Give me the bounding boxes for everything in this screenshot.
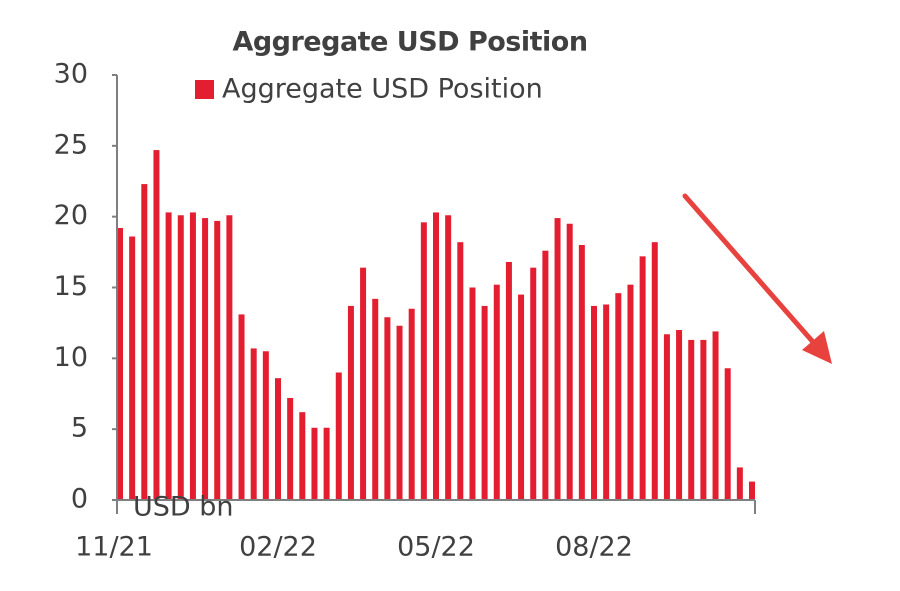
bar <box>311 427 318 500</box>
bar <box>226 215 233 500</box>
trend-arrowhead <box>802 331 832 364</box>
y-tick-label: 30 <box>54 59 88 90</box>
bar <box>396 325 403 500</box>
bar <box>603 304 610 500</box>
y-tick-label: 5 <box>71 413 88 444</box>
bar <box>736 467 743 500</box>
bar <box>578 245 585 500</box>
bar <box>420 222 427 501</box>
bar <box>250 348 257 500</box>
bar <box>384 317 391 500</box>
bar <box>724 368 731 500</box>
bar <box>433 212 439 500</box>
bar <box>275 378 281 500</box>
bar <box>542 250 549 500</box>
bar <box>214 220 221 500</box>
bar <box>360 267 367 500</box>
bar <box>117 228 123 500</box>
bar <box>481 305 488 500</box>
y-tick-label: 20 <box>54 200 88 231</box>
bar <box>469 287 476 500</box>
y-tick-label: 10 <box>54 342 88 373</box>
bar <box>408 308 415 500</box>
bar <box>238 314 245 500</box>
bar <box>554 218 561 501</box>
bar <box>372 298 379 500</box>
bar <box>202 218 209 501</box>
bar <box>700 339 707 500</box>
y-tick-label: 15 <box>54 271 88 302</box>
bar <box>262 351 269 500</box>
bar <box>688 339 695 500</box>
bar <box>639 256 646 500</box>
bar <box>177 215 184 500</box>
x-tick-label: 02/22 <box>239 532 317 563</box>
trend-arrow <box>682 193 823 353</box>
bar <box>493 284 500 500</box>
y-tick-label: 25 <box>54 129 88 160</box>
bar <box>335 372 342 500</box>
bar <box>153 150 160 501</box>
y-tick-label: 0 <box>71 484 88 515</box>
bar <box>445 215 452 500</box>
bar <box>676 330 683 500</box>
bar <box>347 305 354 500</box>
x-tick-label: 05/22 <box>397 532 475 563</box>
bar <box>591 305 597 500</box>
bar <box>505 262 512 500</box>
bar <box>323 427 330 500</box>
bar <box>712 331 719 500</box>
legend-label: Aggregate USD Position <box>222 74 543 105</box>
x-tick-label: 11/21 <box>75 532 153 563</box>
bar <box>566 223 573 500</box>
legend-swatch <box>195 80 214 99</box>
bar <box>457 242 464 500</box>
chart-title: Aggregate USD Position <box>232 27 587 58</box>
bar <box>530 267 537 500</box>
bar <box>287 398 294 500</box>
bar <box>518 294 525 500</box>
bar <box>141 184 148 501</box>
bar <box>129 236 136 500</box>
bar <box>627 284 634 500</box>
y-axis-unit: USD bn <box>133 492 234 523</box>
bar <box>615 293 622 500</box>
bar <box>663 334 670 500</box>
bar <box>651 242 658 500</box>
bar <box>299 412 306 500</box>
bar <box>749 481 755 500</box>
bar <box>189 212 196 500</box>
bar <box>165 212 172 500</box>
x-tick-label: 08/22 <box>555 532 633 563</box>
